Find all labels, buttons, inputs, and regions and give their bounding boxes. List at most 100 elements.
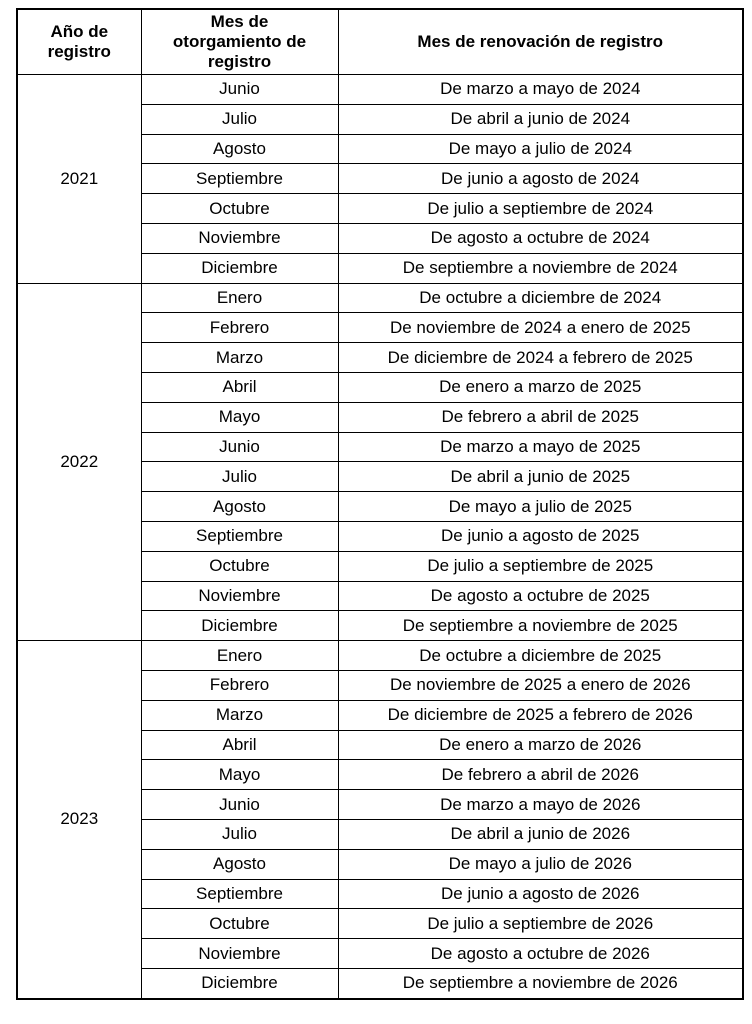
table-row: Noviembre De agosto a octubre de 2025 — [17, 580, 744, 612]
grant-month-cell: Marzo — [140, 342, 339, 373]
grant-month-cell: Abril — [140, 371, 339, 403]
grant-month-cell: Junio — [140, 789, 339, 820]
grant-month-cell: Agosto — [140, 491, 339, 522]
table-row: Septiembre De junio a agosto de 2024 — [17, 163, 744, 195]
table-row: 2022 Enero De octubre a diciembre de 2024 — [16, 282, 744, 642]
renewal-period-cell: De enero a marzo de 2026 — [337, 729, 744, 761]
grant-month-cell: Enero — [140, 282, 339, 314]
grant-month-cell: Enero — [140, 640, 339, 671]
renewal-period-cell: De agosto a octubre de 2026 — [337, 938, 744, 969]
header-grant-month-label: Mes de otorgamiento de registro — [172, 12, 307, 71]
year-cell: 2021 — [16, 74, 142, 284]
renewal-period-cell: De marzo a mayo de 2024 — [337, 74, 744, 105]
grant-month-cell: Junio — [140, 74, 339, 105]
renewal-period-cell: De julio a septiembre de 2024 — [337, 193, 744, 224]
grant-month-cell: Octubre — [140, 193, 339, 224]
table-row: Septiembre De junio a agosto de 2026 — [17, 878, 744, 910]
renewal-period-cell: De junio a agosto de 2025 — [337, 520, 744, 552]
grant-month-cell: Octubre — [140, 550, 339, 582]
table-row: Agosto De mayo a julio de 2024 — [17, 133, 744, 165]
year-cell: 2023 — [16, 640, 142, 1000]
renewal-period-cell: De febrero a abril de 2025 — [337, 401, 744, 433]
renewal-period-cell: De junio a agosto de 2024 — [337, 163, 744, 195]
grant-month-cell: Diciembre — [140, 610, 339, 642]
grant-month-cell: Abril — [140, 729, 339, 761]
grant-month-cell: Septiembre — [140, 878, 339, 910]
table-row: Octubre De julio a septiembre de 2024 — [17, 193, 744, 224]
header-grant-month: Mes de otorgamiento de registro — [140, 8, 339, 75]
grant-month-cell: Diciembre — [140, 967, 339, 1000]
renewal-period-cell: De junio a agosto de 2026 — [337, 878, 744, 910]
renewal-period-cell: De julio a septiembre de 2025 — [337, 550, 744, 582]
table-row: Julio De abril a junio de 2024 — [17, 103, 744, 135]
renewal-period-cell: De octubre a diciembre de 2024 — [337, 282, 744, 314]
renewal-period-cell: De septiembre a noviembre de 2026 — [337, 967, 744, 1000]
table-row: Junio De marzo a mayo de 2026 — [17, 789, 744, 820]
table-row: 2021 Junio De marzo a mayo de 2024 — [16, 74, 744, 284]
grant-month-cell: Diciembre — [140, 252, 339, 284]
grant-month-cell: Junio — [140, 431, 339, 463]
renewal-period-cell: De noviembre de 2025 a enero de 2026 — [337, 669, 744, 701]
renewal-period-cell: De agosto a octubre de 2025 — [337, 580, 744, 612]
grant-month-cell: Mayo — [140, 401, 339, 433]
table-row: Abril De enero a marzo de 2026 — [17, 729, 744, 761]
table-body: 2021 Junio De marzo a mayo de 2024 Julio De … — [16, 74, 744, 1000]
table-row: Octubre De julio a septiembre de 2026 — [17, 908, 744, 940]
grant-month-cell: Julio — [140, 461, 339, 493]
grant-month-cell: Agosto — [140, 848, 339, 880]
table-row: Mayo De febrero a abril de 2025 — [17, 401, 744, 433]
renewal-period-cell: De mayo a julio de 2025 — [337, 491, 744, 522]
grant-month-cell: Julio — [140, 103, 339, 135]
grant-month-cell: Mayo — [140, 759, 339, 791]
table-row: Febrero De noviembre de 2024 a enero de 2… — [17, 312, 744, 344]
grant-month-cell: Noviembre — [140, 222, 339, 254]
year-cell: 2022 — [16, 282, 142, 642]
table-row: Diciembre De septiembre a noviembre de 20… — [17, 252, 744, 284]
grant-month-cell: Agosto — [140, 133, 339, 165]
renewal-period-cell: De marzo a mayo de 2025 — [337, 431, 744, 463]
renewal-period-cell: De mayo a julio de 2024 — [337, 133, 744, 165]
grant-month-cell: Septiembre — [140, 163, 339, 195]
table-row: Julio De abril a junio de 2026 — [17, 818, 744, 850]
table-row: Octubre De julio a septiembre de 2025 — [17, 550, 744, 582]
table-row: Diciembre De septiembre a noviembre de 20… — [17, 610, 744, 642]
table-row: Agosto De mayo a julio de 2026 — [17, 848, 744, 880]
grant-month-cell: Febrero — [140, 312, 339, 344]
table-row: 2023 Enero De octubre a diciembre de 2025 — [16, 640, 744, 1000]
renewal-period-cell: De julio a septiembre de 2026 — [337, 908, 744, 940]
header-year-of-registration: Año de registro — [16, 8, 142, 75]
renewal-period-cell: De febrero a abril de 2026 — [337, 759, 744, 791]
table-row: Julio De abril a junio de 2025 — [17, 461, 744, 493]
grant-month-cell: Febrero — [140, 669, 339, 701]
grant-month-cell: Marzo — [140, 699, 339, 731]
renewal-period-cell: De octubre a diciembre de 2025 — [337, 640, 744, 671]
renewal-period-cell: De septiembre a noviembre de 2025 — [337, 610, 744, 642]
registration-renewal-table: Año de registro Mes de otorgamiento de r… — [16, 8, 744, 1000]
renewal-period-cell: De diciembre de 2024 a febrero de 2025 — [337, 342, 744, 373]
grant-month-cell: Octubre — [140, 908, 339, 940]
grant-month-cell: Noviembre — [140, 938, 339, 969]
renewal-period-cell: De septiembre a noviembre de 2024 — [337, 252, 744, 284]
renewal-period-cell: De abril a junio de 2024 — [337, 103, 744, 135]
renewal-period-cell: De diciembre de 2025 a febrero de 2026 — [337, 699, 744, 731]
table-row: Agosto De mayo a julio de 2025 — [17, 491, 744, 522]
table-row: Marzo De diciembre de 2024 a febrero de 2… — [17, 342, 744, 373]
header-renewal-month: Mes de renovación de registro — [337, 8, 744, 75]
grant-month-cell: Noviembre — [140, 580, 339, 612]
table-header-row: Año de registro Mes de otorgamiento de r… — [16, 8, 744, 75]
renewal-period-cell: De marzo a mayo de 2026 — [337, 789, 744, 820]
header-year-label: Año de registro — [47, 22, 111, 61]
renewal-period-cell: De noviembre de 2024 a enero de 2025 — [337, 312, 744, 344]
renewal-period-cell: De agosto a octubre de 2024 — [337, 222, 744, 254]
renewal-period-cell: De abril a junio de 2025 — [337, 461, 744, 493]
renewal-period-cell: De mayo a julio de 2026 — [337, 848, 744, 880]
table-row: Septiembre De junio a agosto de 2025 — [17, 520, 744, 552]
table-row: Noviembre De agosto a octubre de 2024 — [17, 222, 744, 254]
header-renewal-month-label: Mes de renovación de registro — [417, 32, 664, 51]
renewal-period-cell: De enero a marzo de 2025 — [337, 371, 744, 403]
renewal-period-cell: De abril a junio de 2026 — [337, 818, 744, 850]
grant-month-cell: Septiembre — [140, 520, 339, 552]
grant-month-cell: Julio — [140, 818, 339, 850]
table-row: Diciembre De septiembre a noviembre de 20… — [17, 967, 744, 1000]
